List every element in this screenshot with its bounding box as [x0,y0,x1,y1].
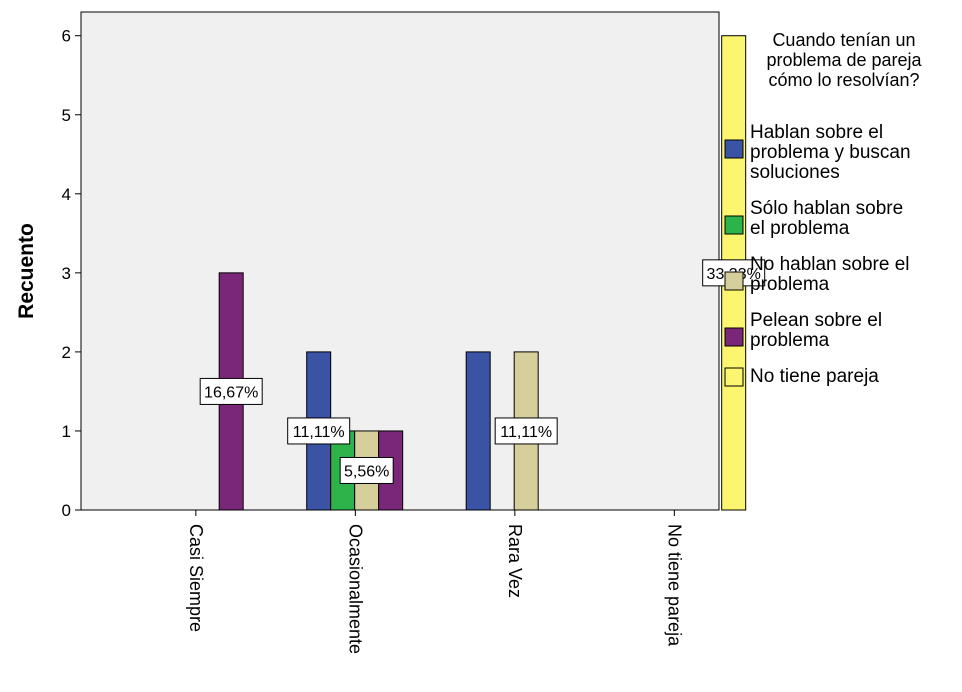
data-label-box [339,456,394,484]
legend-label: el problema [750,218,850,239]
legend-swatch [724,367,744,387]
data-label-box [287,417,351,445]
legend-label: problema [750,330,830,351]
data-label-box [494,417,558,445]
legend-swatch [724,139,744,159]
legend-label: problema [750,274,830,295]
y-tick-label: 4 [62,185,71,204]
y-tick-label: 6 [62,27,71,46]
y-tick-label: 1 [62,422,71,441]
legend-title: cómo lo resolvían? [768,70,919,90]
legend-swatch [724,327,744,347]
legend-label: Sólo hablan sobre [750,198,903,219]
y-tick-label: 5 [62,106,71,125]
legend-label: No tiene pareja [750,366,879,387]
y-axis: 0 1 2 3 4 5 6 [62,27,81,520]
y-tick-label: 2 [62,343,71,362]
x-tick-label: Rara Vez [505,524,525,598]
data-label: 11,11% [293,424,345,441]
x-tick-label: Ocasionalmente [345,524,365,654]
legend-title: Cuando tenían un [772,30,915,50]
y-tick-label: 0 [62,501,71,520]
data-label: 16,67% [204,384,258,401]
data-label: 5,56% [344,463,389,480]
data-label: 11,11% [500,424,552,441]
x-tick-label: Casi Siempre [186,524,206,632]
data-label-box [199,377,263,405]
legend-label: soluciones [750,162,840,183]
bar [465,351,491,511]
legend-label: No hablan sobre el [750,254,910,275]
y-axis-label: Recuento [15,223,38,319]
y-tick-label: 3 [62,264,71,283]
x-tick-label: No tiene pareja [664,524,684,647]
legend-title: problema de pareja [766,50,922,70]
legend-label: Hablan sobre el [750,122,883,143]
x-axis: Casi Siempre Ocasionalmente Rara Vez No tie… [186,510,684,654]
legend-label: problema y buscan [750,142,911,163]
legend-swatch [724,215,744,235]
legend-label: Pelean sobre el [750,310,882,331]
legend-swatch [724,271,744,291]
plot-area [80,11,720,511]
